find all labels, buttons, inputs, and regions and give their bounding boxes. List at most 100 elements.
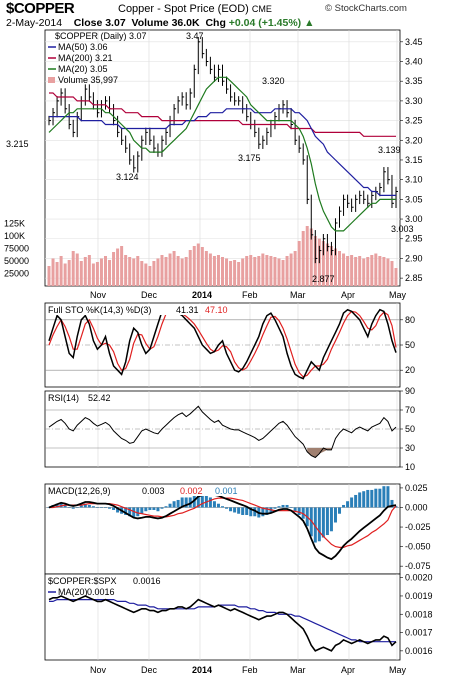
volume-bar-60 xyxy=(289,253,293,286)
volume-bar-48 xyxy=(241,258,245,286)
volume-bar-32 xyxy=(176,256,180,286)
sto-ylabel-1: 50 xyxy=(405,340,415,350)
ratio-legend-value: 0.0016 xyxy=(133,576,161,586)
volume-bar-75 xyxy=(350,255,354,286)
macd-ylabel-3: -0.050 xyxy=(405,542,431,552)
volume-bar-11 xyxy=(91,263,95,286)
sto-ylabel-0: 80 xyxy=(405,315,415,325)
volume-bar-46 xyxy=(233,260,237,286)
price-ylabel-0: 3.45 xyxy=(405,37,423,47)
macd-hist-bar-28 xyxy=(160,507,164,509)
price-ylabel-8: 3.05 xyxy=(405,194,423,204)
rsi-legend-label: RSI(14) xyxy=(48,393,79,403)
ma200-line xyxy=(49,92,396,137)
macd-hist-bar-86 xyxy=(394,506,398,508)
macd-hist-bar-9 xyxy=(83,503,87,508)
volume-bar-79 xyxy=(366,257,370,286)
price-annotation-3: 3.175 xyxy=(238,153,261,163)
volume-bar-6 xyxy=(71,251,75,286)
volume-bar-9 xyxy=(83,257,87,286)
ratio-ma-legend-label: MA(20) xyxy=(58,587,88,597)
ratio-legend-label: $COPPER:$SPX xyxy=(48,576,117,586)
chg-value: +0.04 (+1.45%) xyxy=(228,17,302,29)
macd-hist-bar-14 xyxy=(103,507,107,508)
volume-bar-63 xyxy=(301,231,305,286)
macd-hist-bar-79 xyxy=(366,489,370,508)
volume-bar-55 xyxy=(269,256,273,286)
macd-hist-bar-65 xyxy=(309,507,313,537)
volume-bar-47 xyxy=(237,262,241,286)
macd-hist-bar-37 xyxy=(196,492,200,508)
volume-bar-64 xyxy=(305,226,309,286)
volume-bar-33 xyxy=(180,258,184,286)
volume-bar-73 xyxy=(342,253,346,286)
credit-text: © StockCharts.com xyxy=(325,3,407,14)
volume-bar-4 xyxy=(63,263,67,286)
volume-bar-30 xyxy=(168,253,172,286)
macd-hist-bar-19 xyxy=(124,507,128,515)
macd-hist-bar-59 xyxy=(285,504,289,508)
macd-hist-bar-26 xyxy=(152,507,156,510)
sto-legend-d: 47.10 xyxy=(205,305,228,315)
volume-bar-81 xyxy=(374,253,378,286)
volume-bar-3 xyxy=(59,256,63,286)
rsi-ylabel-2: 50 xyxy=(405,424,415,434)
volume-bar-51 xyxy=(253,257,257,286)
macd-hist-bar-15 xyxy=(108,507,112,509)
macd-legend-hist: 0.001 xyxy=(215,486,238,496)
volume-bar-56 xyxy=(273,257,277,286)
volume-bar-13 xyxy=(99,258,103,286)
price-annotation-1: 3.320 xyxy=(262,76,285,86)
macd-hist-bar-69 xyxy=(325,507,329,536)
price-annotation-6: 3.003 xyxy=(391,224,414,234)
chart-subtitle: Copper - Spot Price (EOD) CME xyxy=(118,3,272,15)
rsi-ylabel-4: 10 xyxy=(405,462,415,472)
macd-hist-bar-34 xyxy=(184,497,188,508)
rsi-line xyxy=(48,405,397,459)
volume-bar-19 xyxy=(124,255,128,286)
volume-bar-21 xyxy=(132,258,136,286)
ratio-panel xyxy=(44,573,401,661)
macd-hist-bar-42 xyxy=(216,503,220,508)
macd-hist-bar-61 xyxy=(293,507,297,512)
volume-bar-34 xyxy=(184,257,188,286)
ratio-ylabel-2: 0.0018 xyxy=(405,609,433,619)
macd-legend-macd: 0.003 xyxy=(142,486,165,496)
volume-bar-72 xyxy=(338,251,342,286)
volume-bar-77 xyxy=(358,256,362,286)
macd-hist-bar-45 xyxy=(229,507,233,512)
price-ylabel-11: 2.90 xyxy=(405,253,423,263)
volume-legend-swatch xyxy=(48,77,55,83)
ratio-ylabel-4: 0.0016 xyxy=(405,646,433,656)
macd-hist-bar-49 xyxy=(245,507,249,515)
macd-hist-bar-16 xyxy=(112,507,116,510)
price-ylabel-2: 3.35 xyxy=(405,76,423,86)
macd-hist-bar-5 xyxy=(67,507,71,508)
volume-bar-41 xyxy=(212,256,216,286)
ratio-ma-legend-value: 0.0016 xyxy=(87,587,115,597)
volume-bar-61 xyxy=(293,251,297,286)
price-xlabel-4: Mar xyxy=(290,290,306,300)
volume-legend: Volume 35,997 xyxy=(58,75,118,85)
macd-hist-bar-48 xyxy=(241,507,245,515)
macd-hist-bar-76 xyxy=(354,494,358,508)
macd-ylabel-0: 0.025 xyxy=(405,483,428,493)
volume-bar-82 xyxy=(378,256,382,286)
volume-bar-69 xyxy=(325,243,329,286)
ratio-ylabel-1: 0.0019 xyxy=(405,591,433,601)
volume-bar-78 xyxy=(362,258,366,286)
macd-hist-bar-24 xyxy=(144,507,148,512)
price-ylabel-4: 3.25 xyxy=(405,116,423,126)
price-ylabel-3: 3.30 xyxy=(405,96,423,106)
ratio-xlabel-2: 2014 xyxy=(192,665,212,675)
macd-hist-bar-10 xyxy=(87,504,91,508)
volume-bar-1 xyxy=(51,258,55,286)
macd-hist-bar-38 xyxy=(200,493,204,508)
chg-label: Chg xyxy=(205,17,226,29)
volume-bar-17 xyxy=(116,248,120,286)
price-ylabel-6: 3.15 xyxy=(405,155,423,165)
ratio-xlabel-0: Nov xyxy=(90,665,107,675)
rsi-ylabel-0: 90 xyxy=(405,386,415,396)
subtitle-text: Copper - Spot Price (EOD) xyxy=(118,3,249,15)
volume-bar-37 xyxy=(196,243,200,286)
